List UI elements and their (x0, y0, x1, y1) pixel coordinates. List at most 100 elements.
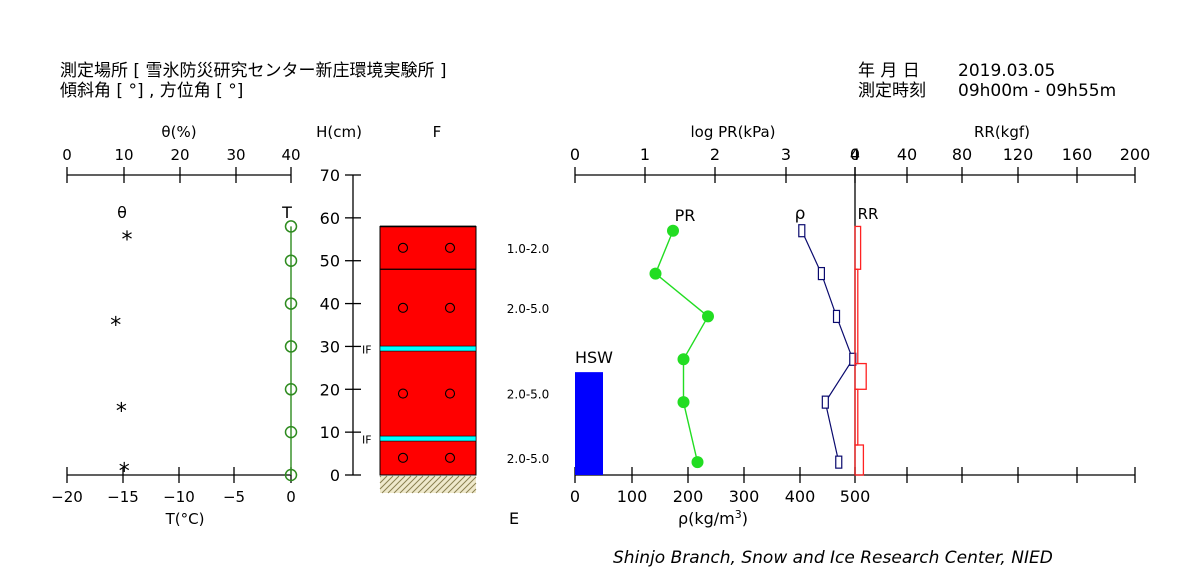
theta-marker: * (116, 399, 127, 424)
height-tick-label: 70 (320, 166, 340, 185)
temperature-tick-label: −20 (51, 488, 83, 506)
pr-tick-label: 2 (710, 145, 720, 164)
grain-size-label: 1.0-2.0 (507, 242, 550, 256)
density-tick-label: 200 (673, 487, 704, 506)
temperature-marker (284, 254, 298, 267)
ice-layer-label: IF (362, 434, 372, 447)
density-line (801, 230, 854, 463)
theta-marker: * (110, 314, 121, 339)
pr-marker (691, 456, 704, 469)
density-marker (817, 266, 826, 281)
site-label: 測定場所 [ 雪氷防災研究センター新庄環境実験所 ] (60, 61, 447, 81)
rr-tick-label: 40 (897, 145, 917, 164)
temperature-marker (284, 340, 298, 353)
temperature-marker (284, 425, 298, 439)
hsw-label: HSW (575, 348, 613, 367)
theta-tick-label: 30 (226, 146, 245, 164)
date-value: 2019.03.05 (958, 61, 1056, 81)
pr-marker (667, 224, 679, 237)
pr-marker (677, 353, 690, 366)
height-tick-label: 20 (320, 380, 340, 399)
height-tick-label: 10 (320, 423, 340, 442)
pr-tick-label: 1 (640, 145, 650, 164)
grain-shape-marker (397, 242, 409, 253)
grain-shape-marker (397, 388, 409, 399)
rr-tick-label: 0 (850, 145, 860, 164)
pr-tick-label: 0 (570, 145, 580, 164)
height-tick-label: 40 (320, 295, 340, 314)
pr-tick-label: 4 (850, 145, 860, 164)
density-tick-label: 400 (785, 487, 816, 506)
temperature-marker (284, 297, 298, 310)
grain-shape-marker (444, 242, 456, 253)
density-marker (821, 395, 829, 409)
temperature-marker (284, 383, 298, 396)
pr-series-label: PR (675, 206, 696, 225)
rr-tick-label: 120 (1003, 145, 1034, 164)
temperature-tick-label: −15 (107, 488, 139, 506)
rr-bar (854, 388, 859, 446)
ice-layer (379, 435, 477, 442)
rr-tick-label: 200 (1120, 145, 1151, 164)
temperature-series-label: T (281, 203, 292, 222)
pr-axis-title: log PR(kPa) (690, 123, 775, 141)
grain-shape-marker (444, 302, 456, 313)
rr-bar (854, 444, 865, 476)
rr-bar (854, 268, 859, 365)
temperature-tick-label: −5 (223, 488, 245, 506)
rr-bar (854, 362, 867, 390)
rr-tick-label: 80 (952, 145, 972, 164)
density-tick-label: 100 (617, 487, 648, 506)
time-value: 09h00m - 09h55m (958, 81, 1117, 101)
ice-layer-label: IF (362, 344, 372, 357)
rr-bar (854, 225, 862, 270)
grain-shape-marker (397, 452, 409, 463)
grain-shape-marker (444, 452, 456, 463)
height-tick-label: 60 (320, 209, 340, 228)
date-label: 年 月 日 (858, 61, 920, 81)
height-axis-title: H(cm) (316, 123, 362, 141)
density-marker (835, 455, 843, 469)
pr-marker (677, 396, 690, 409)
pr-tick-label: 3 (781, 145, 791, 164)
pr-line (654, 230, 709, 463)
grain-size-label: 2.0-5.0 (507, 302, 550, 316)
density-axis-title: ρ(kg/m3) (678, 508, 748, 528)
rr-tick-label: 160 (1062, 145, 1093, 164)
grain-size-label: 2.0-5.0 (507, 452, 550, 466)
temperature-marker (284, 220, 298, 233)
angle-label: 傾斜角 [ °] , 方位角 [ °] (60, 81, 244, 101)
theta-tick-label: 10 (114, 146, 133, 164)
ice-layer (379, 345, 477, 352)
temperature-axis-title: T(°C) (165, 510, 205, 528)
theta-tick-label: 20 (170, 146, 189, 164)
density-series-label: ρ (795, 204, 806, 224)
density-tick-label: 0 (570, 487, 580, 506)
temperature-tick-label: −10 (163, 488, 195, 506)
hsw-bar (575, 372, 603, 475)
density-tick-label: 300 (729, 487, 760, 506)
density-tick-label: 500 (840, 487, 871, 506)
rr-axis-title: RR(kgf) (974, 123, 1030, 141)
ground-hatch (379, 475, 477, 494)
theta-marker: * (122, 228, 133, 253)
height-tick-label: 0 (330, 466, 340, 485)
grain-shape-marker (397, 302, 409, 313)
credit-text: Shinjo Branch, Snow and Ice Research Cen… (613, 548, 1053, 568)
grain-size-label: 2.0-5.0 (507, 388, 550, 402)
density-marker (832, 309, 841, 324)
theta-marker: * (119, 459, 130, 484)
density-marker (849, 352, 857, 366)
height-tick-label: 50 (320, 252, 340, 271)
theta-axis-title: θ(%) (161, 123, 196, 141)
theta-series-label: θ (117, 203, 127, 222)
column-label-f: F (433, 123, 442, 141)
time-label: 測定時刻 (858, 81, 926, 101)
height-tick-label: 30 (320, 337, 340, 356)
theta-tick-label: 40 (281, 146, 300, 164)
e-label: E (509, 509, 519, 528)
grain-shape-marker (444, 388, 456, 399)
temperature-tick-label: 0 (286, 488, 296, 506)
temperature-marker (284, 468, 298, 482)
